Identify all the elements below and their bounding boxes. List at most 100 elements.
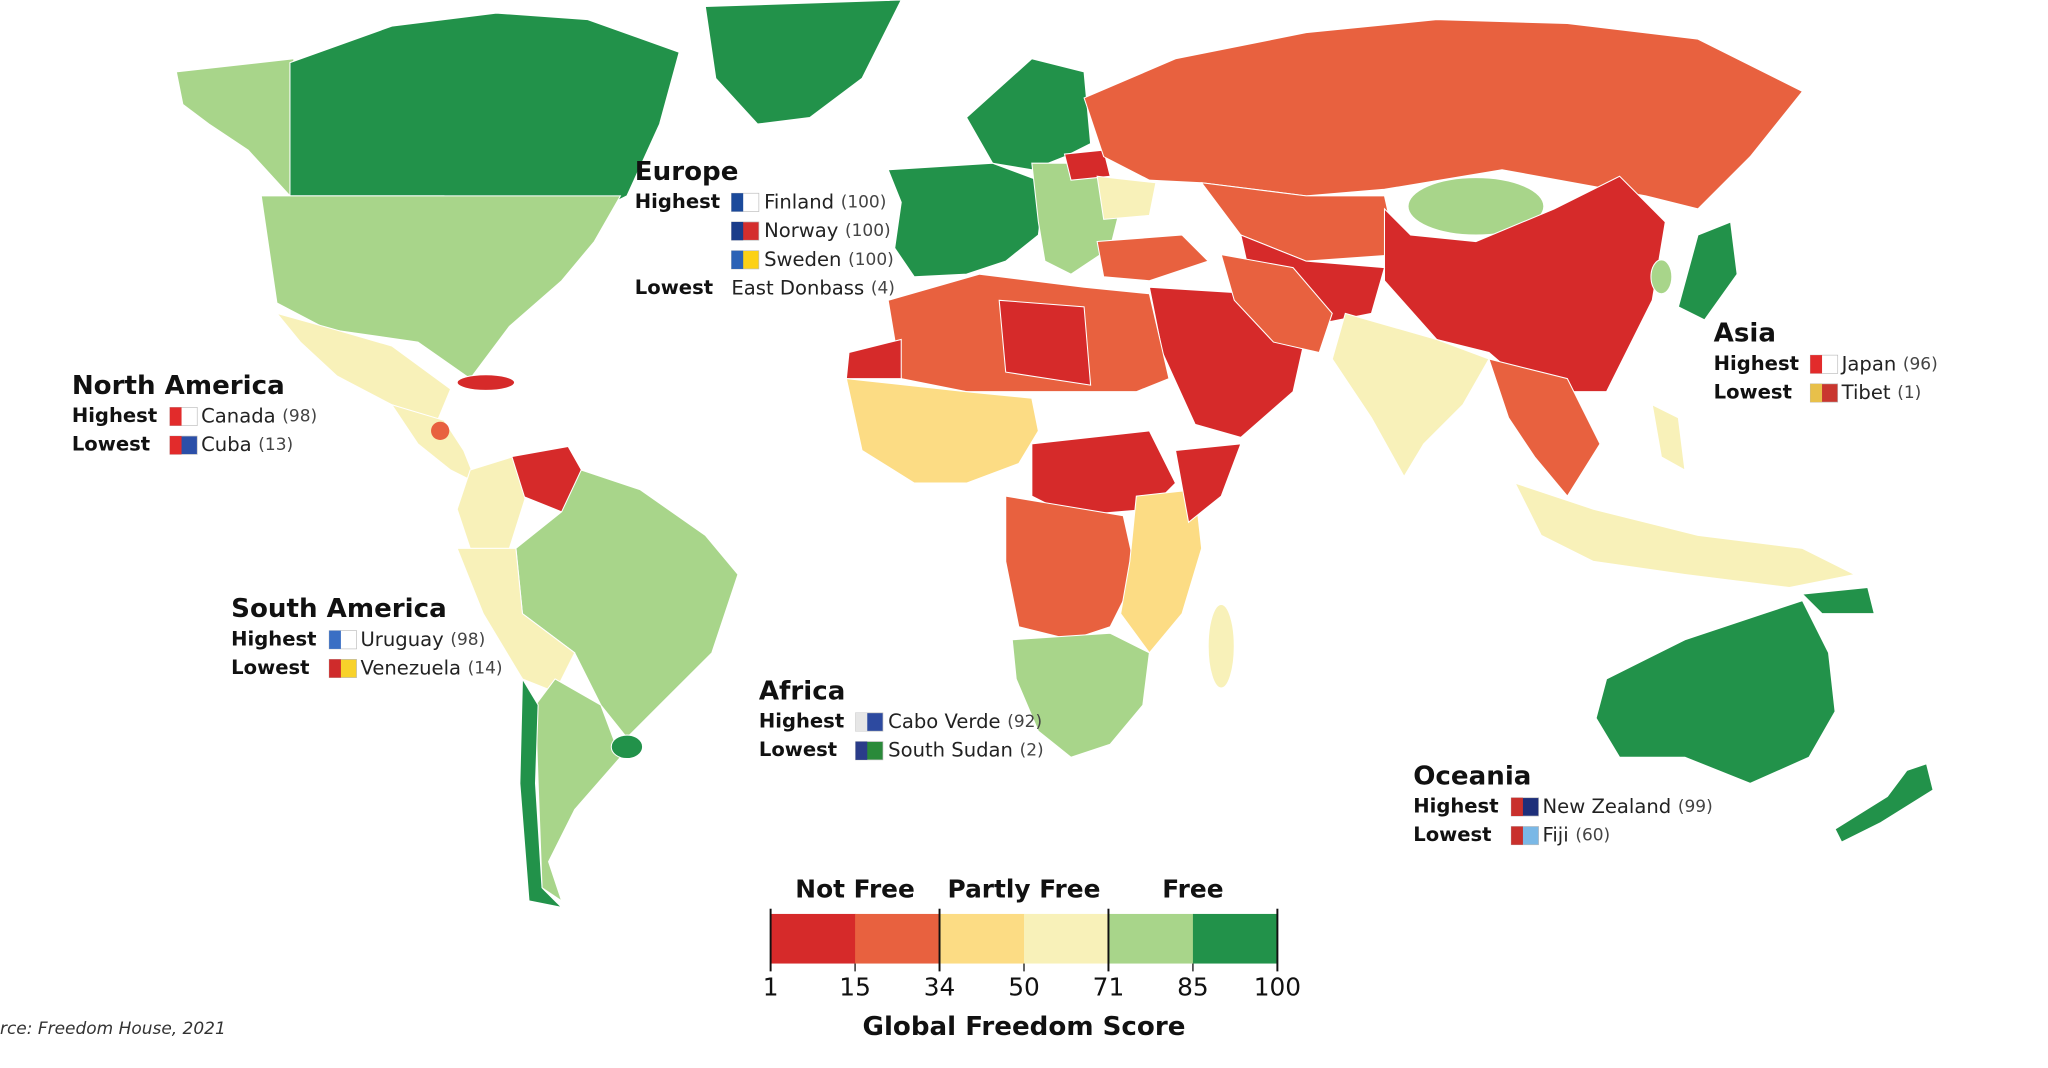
legend-swatch xyxy=(1024,913,1110,964)
country-entry: New Zealand (99) xyxy=(1543,794,1713,818)
west-africa xyxy=(845,378,1039,484)
flag-icon-detail xyxy=(731,250,744,269)
row-label: Lowest xyxy=(72,433,150,456)
country-score: (4) xyxy=(871,279,895,299)
papua xyxy=(1801,586,1875,615)
country-entry: Venezuela (14) xyxy=(360,655,502,679)
region-title: South America xyxy=(231,594,447,624)
iran xyxy=(1220,253,1333,354)
legend-group-label: Not Free xyxy=(795,874,915,903)
flag-icon-detail xyxy=(731,193,744,212)
legend-title: Global Freedom Score xyxy=(863,1012,1186,1042)
country-entry: East Donbass (4) xyxy=(731,276,894,300)
region-title: Europe xyxy=(635,157,739,187)
country-name: Venezuela xyxy=(360,656,461,679)
flag-icon-detail xyxy=(169,436,182,455)
uruguay xyxy=(610,734,644,760)
legend-tick-label: 100 xyxy=(1254,972,1301,1001)
country-name: Norway xyxy=(764,219,838,242)
country-score: (98) xyxy=(450,630,485,650)
japan xyxy=(1677,221,1738,321)
greenland xyxy=(704,0,902,125)
row-label: Highest xyxy=(759,710,844,733)
country-entry: Cabo Verde (92) xyxy=(888,709,1042,733)
canada xyxy=(289,12,680,223)
country-score: (14) xyxy=(468,658,503,678)
ukraine xyxy=(1096,175,1157,220)
country-entry: Tibet (1) xyxy=(1841,380,1922,404)
world-map xyxy=(175,0,1934,909)
legend-tick-label: 34 xyxy=(924,972,956,1001)
country-name: Finland xyxy=(764,190,834,213)
country-entry: Cuba (13) xyxy=(201,432,293,456)
legend: Not Free Partly Free Free 1 15 34 50 71 85 100 Glo… xyxy=(763,874,1301,1042)
row-label: Lowest xyxy=(1714,380,1792,403)
country-name: Uruguay xyxy=(360,627,443,650)
country-name: East Donbass xyxy=(731,276,864,299)
andes xyxy=(456,547,576,693)
country-score: (60) xyxy=(1575,826,1610,846)
country-name: Cabo Verde xyxy=(888,710,1000,733)
russia xyxy=(1083,19,1804,210)
scandinavia xyxy=(965,58,1092,171)
legend-tick-label: 71 xyxy=(1093,972,1125,1001)
country-name: Cuba xyxy=(201,433,252,456)
legend-tick-label: 1 xyxy=(763,972,779,1001)
country-score: (96) xyxy=(1903,354,1938,374)
country-score: (100) xyxy=(848,250,894,270)
flag-icon-detail xyxy=(1511,826,1523,845)
region-title: Oceania xyxy=(1413,761,1531,791)
indonesia xyxy=(1514,482,1857,589)
region-title: North America xyxy=(72,371,285,401)
country-score: (100) xyxy=(841,192,887,212)
country-score: (98) xyxy=(282,406,317,426)
country-score: (92) xyxy=(1007,712,1042,732)
country-name: Fiji xyxy=(1543,823,1569,846)
legend-swatch xyxy=(939,913,1025,964)
country-score: (13) xyxy=(258,435,293,455)
korea xyxy=(1650,259,1673,295)
country-entry: Finland (100) xyxy=(764,189,886,213)
turkey xyxy=(1096,234,1210,282)
country-score: (99) xyxy=(1678,797,1713,817)
row-label: Lowest xyxy=(635,276,713,299)
western-europe xyxy=(887,162,1046,278)
congo xyxy=(1005,495,1137,641)
legend-group-label: Partly Free xyxy=(948,874,1101,903)
flag-icon-detail xyxy=(329,659,341,678)
australia xyxy=(1595,599,1836,784)
country-name: Tibet xyxy=(1841,380,1891,403)
flag-icon-detail xyxy=(1511,797,1523,817)
legend-tick-label: 50 xyxy=(1008,972,1040,1001)
libya-egypt xyxy=(998,299,1092,386)
country-entry: Japan (96) xyxy=(1840,351,1938,375)
row-label: Highest xyxy=(1413,794,1498,817)
flag-icon-detail xyxy=(329,630,341,649)
india xyxy=(1331,312,1490,478)
country-name: New Zealand xyxy=(1543,794,1672,817)
mongolia xyxy=(1407,177,1545,236)
flag-icon-detail xyxy=(731,221,744,241)
flag-icon-detail xyxy=(855,712,868,732)
row-label: Highest xyxy=(72,404,157,427)
legend-swatch xyxy=(1108,913,1194,964)
madagascar xyxy=(1207,603,1235,689)
row-label: Lowest xyxy=(1413,823,1491,846)
flag-icon-detail xyxy=(855,741,868,760)
alaska xyxy=(175,58,295,198)
legend-swatch xyxy=(1192,913,1279,964)
country-name: Canada xyxy=(201,404,276,427)
legend-group-label: Free xyxy=(1162,874,1223,903)
western-sahara xyxy=(845,338,902,380)
country-name: Japan xyxy=(1840,352,1897,375)
row-label: Lowest xyxy=(231,656,309,679)
country-score: (1) xyxy=(1897,383,1921,403)
cuba xyxy=(456,374,516,391)
region-title: Asia xyxy=(1714,319,1776,349)
horn xyxy=(1174,443,1242,524)
country-entry: Canada (98) xyxy=(201,403,317,427)
flag-icon-detail xyxy=(169,407,182,426)
southern-africa xyxy=(1011,632,1150,758)
